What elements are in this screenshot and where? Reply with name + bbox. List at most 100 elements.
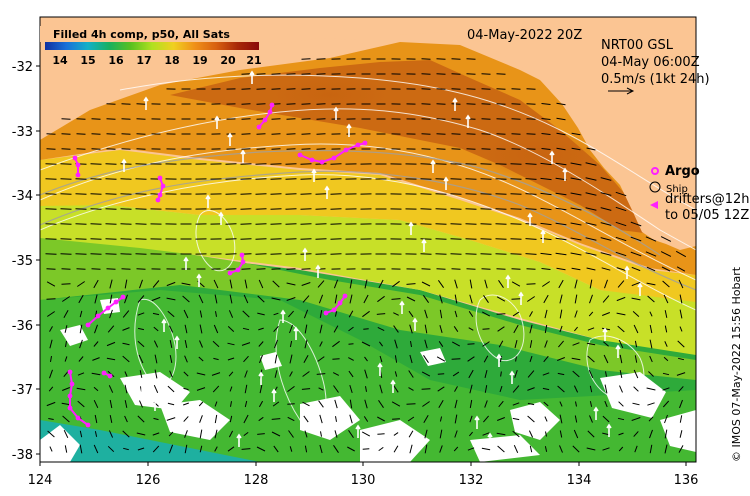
current-vector <box>183 416 189 422</box>
current-vector <box>272 401 280 407</box>
current-vector <box>183 371 189 377</box>
current-vector <box>303 415 309 423</box>
current-vector <box>229 415 233 423</box>
current-vector <box>540 222 552 226</box>
current-vector <box>557 385 565 393</box>
current-vector <box>645 236 657 242</box>
geostrophic-marker <box>218 211 224 225</box>
current-vector <box>285 163 297 165</box>
current-vector <box>273 445 279 453</box>
drifter-position <box>69 381 75 387</box>
geostrophic-marker <box>271 388 277 402</box>
current-vector <box>469 279 473 289</box>
current-vector <box>632 402 640 406</box>
current-vector <box>122 327 130 331</box>
current-vector <box>272 280 280 288</box>
current-vector <box>137 340 145 348</box>
lon-tick: 134 <box>567 473 592 488</box>
current-vector <box>285 208 297 210</box>
current-vector <box>484 385 488 393</box>
current-vector <box>512 311 520 317</box>
ship-marker <box>649 181 661 193</box>
current-vector <box>408 310 414 318</box>
current-vector <box>663 356 669 362</box>
geostrophic-marker <box>346 123 352 137</box>
geostrophic-marker <box>174 335 180 349</box>
drifter-position <box>319 159 325 165</box>
geostrophic-marker <box>487 432 493 446</box>
current-vector <box>137 447 145 451</box>
current-vector <box>572 370 580 378</box>
current-vector <box>634 355 638 363</box>
current-vector <box>679 309 683 319</box>
current-vector <box>574 310 578 318</box>
current-vector <box>662 280 670 288</box>
current-vector <box>75 238 87 240</box>
current-vector <box>424 324 428 334</box>
current-vector <box>633 431 639 437</box>
current-vector <box>289 354 293 364</box>
geostrophic-marker <box>606 423 612 437</box>
current-vector <box>556 102 566 106</box>
current-vector <box>407 416 415 422</box>
geostrophic-marker <box>452 97 458 111</box>
geostrophic-marker <box>236 433 242 447</box>
sst-mid-green-band <box>40 235 696 380</box>
current-vector <box>376 313 386 315</box>
current-vector <box>439 429 443 439</box>
current-vector <box>256 446 266 452</box>
current-vector <box>589 385 593 393</box>
current-vector <box>467 356 475 362</box>
current-vector <box>124 400 128 408</box>
sst-yellow-band <box>40 205 696 355</box>
current-vector <box>555 252 567 256</box>
current-vector <box>90 208 102 210</box>
drifter-position <box>67 369 73 375</box>
current-vector <box>423 355 429 363</box>
current-vector <box>603 341 609 347</box>
current-vector <box>619 385 623 393</box>
current-vector <box>109 279 113 289</box>
current-vector <box>515 356 517 362</box>
current-vector <box>454 279 458 289</box>
geostrophic-marker <box>315 264 321 278</box>
current-vector <box>393 432 399 436</box>
current-vector <box>631 281 641 287</box>
current-vector <box>49 339 53 349</box>
current-vector <box>48 386 54 392</box>
current-vector <box>541 103 551 105</box>
drifter-position <box>309 157 315 163</box>
current-vector <box>496 296 506 302</box>
current-vector <box>139 400 143 408</box>
current-vector <box>152 312 160 316</box>
current-vector <box>555 207 567 211</box>
lat-tick: -34 <box>12 189 33 204</box>
current-vector <box>94 324 98 334</box>
current-vector <box>556 267 566 271</box>
current-vector <box>255 208 267 210</box>
current-vector <box>600 252 612 256</box>
current-vector <box>633 324 639 334</box>
current-vector <box>270 163 282 165</box>
current-vector <box>631 266 641 272</box>
drifter-position <box>240 259 246 265</box>
drifter-position <box>75 172 81 178</box>
current-vector <box>616 312 626 316</box>
current-vector <box>243 294 249 304</box>
current-vector <box>633 386 639 392</box>
y-axis: -32 -33 -34 -35 -36 -37 -38 <box>12 60 40 463</box>
sst-teal-corner <box>40 420 260 462</box>
drifter-position <box>331 155 337 161</box>
current-vector <box>377 326 385 332</box>
current-vector <box>574 279 578 289</box>
current-vector <box>75 178 87 180</box>
current-vector <box>600 207 612 211</box>
current-vector <box>169 354 173 364</box>
current-vector <box>90 163 102 165</box>
drifter-position <box>362 140 368 146</box>
current-vector <box>270 208 282 210</box>
current-vector <box>212 385 220 393</box>
current-vector <box>574 294 578 304</box>
geostrophic-marker <box>293 326 299 340</box>
current-vector <box>136 432 146 436</box>
